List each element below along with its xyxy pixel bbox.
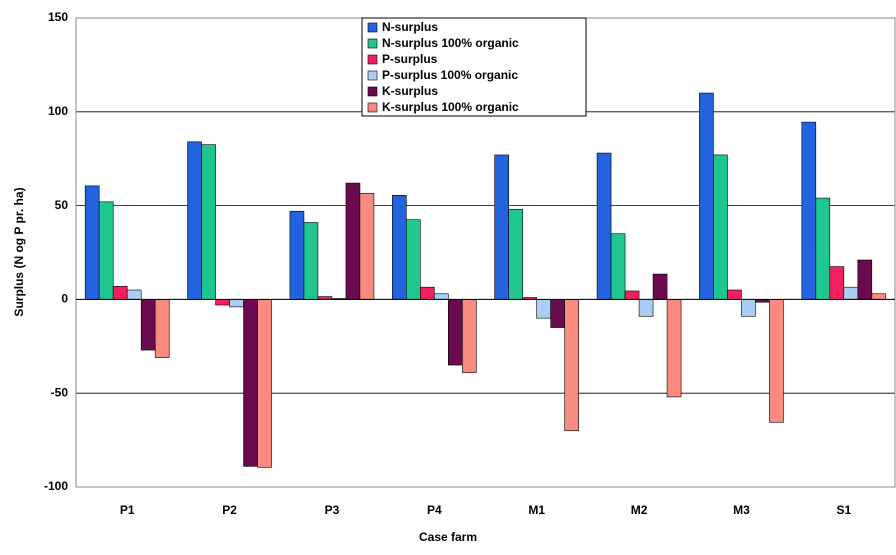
x-tick-label: S1 xyxy=(836,503,851,517)
bar xyxy=(257,299,272,468)
bar xyxy=(98,201,114,300)
x-tick-label: P3 xyxy=(325,503,340,517)
legend-swatch xyxy=(367,54,378,65)
bar xyxy=(508,209,523,300)
x-tick-label: P4 xyxy=(427,503,442,517)
x-tick-label: P1 xyxy=(120,503,135,517)
bar xyxy=(154,299,170,358)
bar xyxy=(303,222,319,300)
x-tick-label: M2 xyxy=(631,503,648,517)
bar xyxy=(215,299,230,306)
bar xyxy=(359,193,375,300)
bar xyxy=(564,299,579,432)
bar xyxy=(84,185,100,300)
y-tick-label: 150 xyxy=(48,10,68,24)
bar xyxy=(741,299,756,317)
bar xyxy=(126,289,142,300)
bar xyxy=(871,293,887,300)
bar xyxy=(652,273,668,300)
y-tick-label: -50 xyxy=(51,385,69,399)
bar xyxy=(699,92,714,300)
x-tick-label: M3 xyxy=(733,503,750,517)
bar xyxy=(434,293,449,300)
bar xyxy=(624,290,640,300)
x-axis-label: Case farm xyxy=(419,530,477,544)
bar xyxy=(345,182,361,300)
bar xyxy=(713,154,728,300)
legend-label: P-surplus 100% organic xyxy=(382,68,518,82)
bar xyxy=(666,299,682,398)
y-tick-label: 50 xyxy=(55,198,69,212)
bar xyxy=(727,289,742,300)
bar xyxy=(448,299,463,366)
bar xyxy=(243,299,258,467)
bar xyxy=(201,144,216,300)
bar xyxy=(801,121,817,300)
bar xyxy=(289,210,305,300)
legend-swatch xyxy=(367,86,378,97)
legend-swatch xyxy=(367,38,378,49)
bar xyxy=(536,299,551,319)
legend-box xyxy=(361,17,587,117)
bar xyxy=(843,286,859,300)
bar xyxy=(815,197,831,300)
bar xyxy=(112,285,128,300)
bar xyxy=(406,219,421,300)
bar xyxy=(769,299,784,423)
bar xyxy=(229,299,244,308)
bar xyxy=(392,194,407,300)
y-tick-label: 100 xyxy=(48,104,68,118)
bar xyxy=(857,259,873,300)
x-tick-label: M1 xyxy=(528,503,545,517)
legend-swatch xyxy=(367,22,378,33)
legend-swatch xyxy=(367,102,378,113)
y-tick-label: 0 xyxy=(61,292,68,306)
bar xyxy=(550,299,565,328)
bar xyxy=(596,152,612,300)
legend-label: P-surplus xyxy=(382,52,438,66)
bar xyxy=(610,233,626,300)
legend-label: K-surplus 100% organic xyxy=(382,100,519,114)
bar xyxy=(140,299,156,351)
bar xyxy=(829,266,845,300)
y-axis-label: Surplus (N og P pr. ha) xyxy=(12,187,26,316)
x-tick-label: P2 xyxy=(222,503,237,517)
legend-swatch xyxy=(367,70,378,81)
bar xyxy=(420,286,435,300)
legend-label: K-surplus xyxy=(382,84,438,98)
legend-label: N-surplus 100% organic xyxy=(382,36,519,50)
legend-label: N-surplus xyxy=(382,20,438,34)
bar xyxy=(494,154,509,300)
y-tick-label: -100 xyxy=(44,479,68,493)
bar xyxy=(638,299,654,317)
bar xyxy=(187,141,202,300)
bar xyxy=(462,299,477,373)
